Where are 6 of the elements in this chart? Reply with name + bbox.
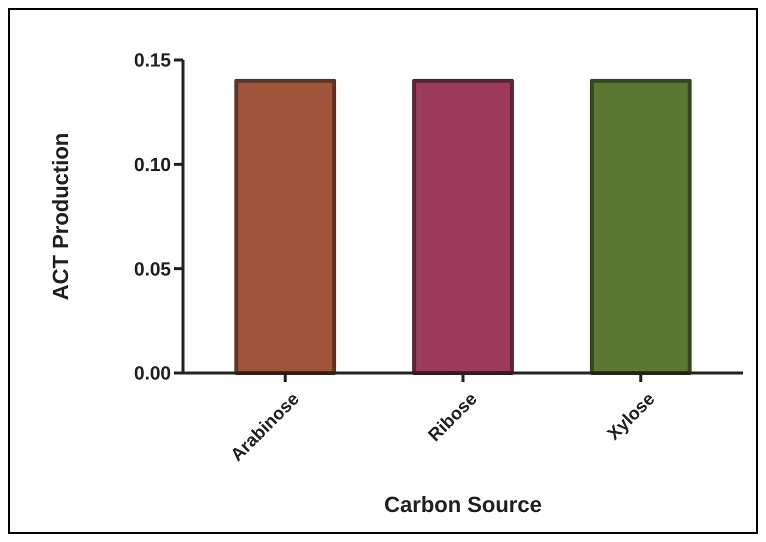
y-axis-title: ACT Production (48, 132, 73, 300)
y-tick-label: 0.00 (134, 364, 171, 385)
y-tick-label: 0.05 (134, 259, 172, 280)
x-axis-title: Carbon Source (384, 492, 542, 517)
y-tick-label: 0.10 (134, 154, 171, 176)
y-tick-label: 0.15 (134, 50, 172, 72)
